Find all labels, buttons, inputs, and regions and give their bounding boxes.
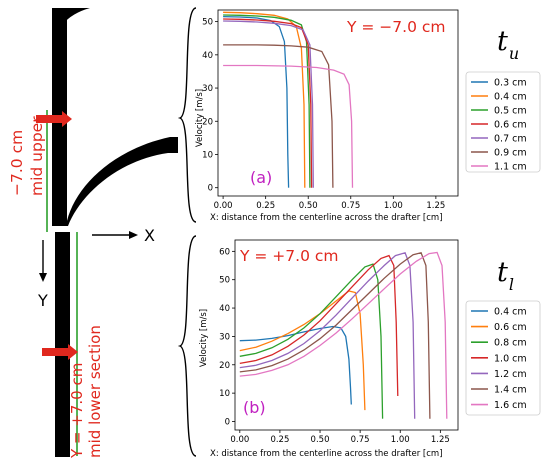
x-axis-arrowhead xyxy=(129,231,138,239)
chart-upper-series xyxy=(223,11,354,188)
upper-arrow xyxy=(36,111,72,127)
legend-entry: 0.8 cm xyxy=(494,338,527,349)
chart-lower: 0.00 0.25 0.50 0.75 1.00 1.25 0 10 20 30 40 50 60 X… xyxy=(199,239,541,459)
y-tick-label: 10 xyxy=(202,150,213,160)
chart-lower-big-label: tl xyxy=(497,257,514,294)
drafter-diagram: X Y −7.0 cm mid upper Y = +7.0 cm mid lo… xyxy=(8,8,178,459)
series-line-1-2cm xyxy=(239,252,416,419)
legend-entry: 0.7 cm xyxy=(494,134,527,145)
series-line-1-0cm xyxy=(239,254,399,397)
chart-lower-series xyxy=(239,251,448,419)
x-tick-label: 1.00 xyxy=(384,201,403,211)
series-line-0-7cm xyxy=(223,20,314,188)
chart-upper: 0.00 0.25 0.50 0.75 1.00 1.25 0 10 20 30 40 50 X: … xyxy=(195,9,541,223)
series-line-0-8cm xyxy=(239,263,384,419)
legend-frame xyxy=(465,71,541,173)
chart-upper-ylabel: Velocity [m/s] xyxy=(195,89,205,147)
y-tick-label: 40 xyxy=(202,51,213,61)
chart-upper-annotation: Y = −7.0 cm xyxy=(346,18,446,36)
x-tick-label: 0.75 xyxy=(351,435,370,445)
series-line-0-9cm xyxy=(223,44,334,188)
series-line-0-6cm xyxy=(239,290,366,411)
legend-entry: 0.9 cm xyxy=(494,148,527,159)
y-tick-label: 20 xyxy=(219,361,230,371)
chart-upper-frame xyxy=(217,9,459,197)
chart-lower-legend: 0.4 cm 0.6 cm 0.8 cm 1.0 cm 1.2 cm 1.4 cm 1.6 … xyxy=(465,300,541,416)
legend-frame xyxy=(465,300,541,416)
legend-entry: 1.0 cm xyxy=(494,353,527,364)
upper-label-desc: mid upper xyxy=(28,116,46,196)
legend-entry: 0.6 cm xyxy=(494,120,527,131)
legend-entry: 1.6 cm xyxy=(494,400,527,411)
chart-upper-panel-label: (a) xyxy=(250,168,272,187)
legend-entry: 0.4 cm xyxy=(494,92,527,103)
x-tick-label: 0.25 xyxy=(270,435,289,445)
chart-upper-legend: 0.3 cm 0.4 cm 0.5 cm 0.6 cm 0.7 cm 0.9 cm 1.1 … xyxy=(465,71,541,173)
legend-entry: 0.3 cm xyxy=(494,78,527,89)
x-tick-label: 1.25 xyxy=(431,435,450,445)
y-tick-label: 10 xyxy=(219,389,230,399)
legend-entry: 1.2 cm xyxy=(494,369,527,380)
y-tick-label: 30 xyxy=(219,332,230,342)
legend-entry: 1.4 cm xyxy=(494,385,527,396)
upper-label-value: −7.0 cm xyxy=(8,130,26,196)
chart-lower-ylabel: Velocity [m/s] xyxy=(199,309,209,367)
series-line-0-3cm xyxy=(223,15,290,188)
y-tick-label: 50 xyxy=(219,276,230,286)
upper-brace xyxy=(177,7,197,223)
chart-upper-big-label: tu xyxy=(497,26,519,63)
y-tick-label: 0 xyxy=(225,417,230,427)
chart-lower-yticks: 0 10 20 30 40 50 60 xyxy=(219,247,235,427)
x-tick-label: 0.50 xyxy=(311,435,330,445)
chart-lower-frame xyxy=(234,239,459,431)
lower-label-value: Y = +7.0 cm xyxy=(68,363,86,459)
x-tick-label: 0.00 xyxy=(214,201,233,211)
chart-lower-panel-label: (b) xyxy=(243,398,266,417)
chart-lower-xticks: 0.00 0.25 0.50 0.75 1.00 1.25 xyxy=(230,430,450,445)
y-axis-arrowhead xyxy=(39,273,47,282)
x-axis-symbol: X xyxy=(144,226,155,245)
lower-brace xyxy=(177,235,197,457)
chart-lower-annotation: Y = +7.0 cm xyxy=(239,247,339,265)
chart-upper-xticks: 0.00 0.25 0.50 0.75 1.00 1.25 xyxy=(214,196,445,211)
y-tick-label: 50 xyxy=(202,18,213,28)
chart-lower-xlabel: X: distance from the centerline across t… xyxy=(210,449,443,459)
x-tick-label: 1.25 xyxy=(426,201,445,211)
series-line-0-4cm xyxy=(239,325,352,405)
series-line-0-5cm xyxy=(223,14,311,188)
legend-entry: 1.1 cm xyxy=(494,162,527,173)
lower-label-desc: mid lower section xyxy=(86,325,104,458)
x-tick-label: 0.50 xyxy=(299,201,318,211)
drafter-lower-bar xyxy=(55,232,70,457)
series-line-1-6cm xyxy=(239,251,448,419)
y-axis-symbol: Y xyxy=(37,291,48,310)
chart-upper-xlabel: X: distance from the centerline across t… xyxy=(210,213,443,223)
y-tick-label: 40 xyxy=(219,304,230,314)
drafter-top-flare xyxy=(52,8,90,54)
series-line-1-1cm xyxy=(223,64,354,188)
y-tick-label: 20 xyxy=(202,117,213,127)
lower-arrow xyxy=(42,344,78,360)
legend-entry: 0.5 cm xyxy=(494,106,527,117)
legend-entry: 0.4 cm xyxy=(494,307,527,318)
x-tick-label: 0.75 xyxy=(341,201,360,211)
y-tick-label: 0 xyxy=(208,184,213,194)
series-line-0-4cm xyxy=(223,11,306,188)
series-line-0-6cm xyxy=(223,18,313,188)
x-tick-label: 0.25 xyxy=(256,201,275,211)
x-tick-label: 0.00 xyxy=(230,435,249,445)
series-line-1-4cm xyxy=(239,252,431,419)
chart-upper-yticks: 0 10 20 30 40 50 xyxy=(202,18,218,194)
y-tick-label: 30 xyxy=(202,84,213,94)
x-tick-label: 1.00 xyxy=(391,435,410,445)
legend-entry: 0.6 cm xyxy=(494,322,527,333)
y-tick-label: 60 xyxy=(219,247,230,257)
drafter-curved-wall xyxy=(66,137,178,226)
